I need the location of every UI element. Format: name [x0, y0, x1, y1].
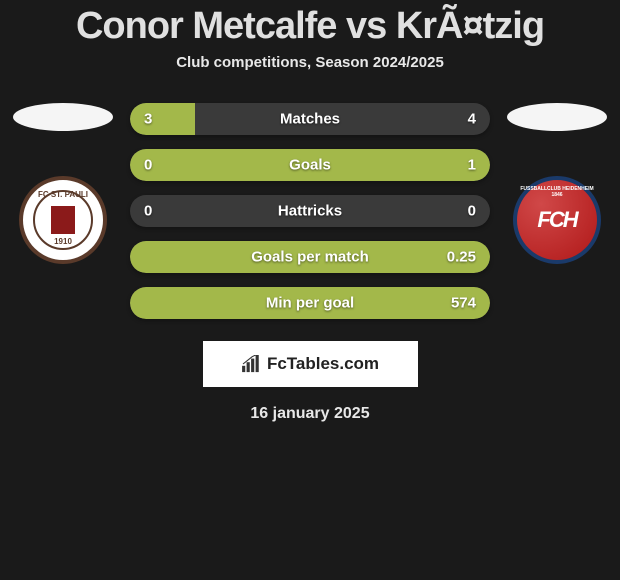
player-placeholder-left [13, 103, 113, 131]
stat-label: Goals [289, 157, 331, 174]
badge-left-year: 1910 [35, 237, 91, 246]
club-badge-right: FUSSBALLCLUB HEIDENHEIM 1846 FCH [513, 176, 601, 264]
club-badge-left: FC ST. PAULI 1910 [19, 176, 107, 264]
subtitle: Club competitions, Season 2024/2025 [176, 54, 444, 71]
brand-box[interactable]: FcTables.com [203, 341, 418, 387]
stat-label: Matches [280, 111, 340, 128]
barchart-icon [241, 355, 263, 373]
stat-bar-goals-per-match: Goals per match 0.25 [130, 241, 490, 273]
stat-value-left: 3 [144, 111, 152, 128]
stat-fill-left [130, 103, 195, 135]
stat-value-right: 4 [468, 111, 476, 128]
player-placeholder-right [507, 103, 607, 131]
badge-left-top-text: FC ST. PAULI [35, 190, 91, 199]
stat-bar-matches: 3 Matches 4 [130, 103, 490, 135]
stat-value-left: 0 [144, 203, 152, 220]
badge-left-shield-icon [51, 206, 75, 234]
badge-right-top-text: FUSSBALLCLUB HEIDENHEIM 1846 [517, 186, 597, 198]
main-row: FC ST. PAULI 1910 3 Matches 4 0 Goals 1 [0, 103, 620, 319]
comparison-card: Conor Metcalfe vs KrÃ¤tzig Club competit… [0, 0, 620, 423]
stat-value-right: 0.25 [447, 249, 476, 266]
stat-label: Hattricks [278, 203, 342, 220]
stat-label: Goals per match [251, 249, 369, 266]
stat-value-right: 1 [468, 157, 476, 174]
stat-value-right: 574 [451, 295, 476, 312]
stat-bar-goals: 0 Goals 1 [130, 149, 490, 181]
stats-column: 3 Matches 4 0 Goals 1 0 Hattricks 0 Goal… [130, 103, 490, 319]
left-column: FC ST. PAULI 1910 [8, 103, 118, 264]
stat-bar-min-per-goal: Min per goal 574 [130, 287, 490, 319]
page-title: Conor Metcalfe vs KrÃ¤tzig [76, 5, 544, 48]
brand-text: FcTables.com [267, 354, 379, 374]
right-column: FUSSBALLCLUB HEIDENHEIM 1846 FCH [502, 103, 612, 264]
stat-bar-hattricks: 0 Hattricks 0 [130, 195, 490, 227]
stat-value-left: 0 [144, 157, 152, 174]
date-text: 16 january 2025 [250, 405, 369, 423]
stat-label: Min per goal [266, 295, 354, 312]
badge-left-inner: FC ST. PAULI 1910 [33, 190, 93, 250]
badge-right-label: FCH [537, 207, 576, 233]
stat-value-right: 0 [468, 203, 476, 220]
